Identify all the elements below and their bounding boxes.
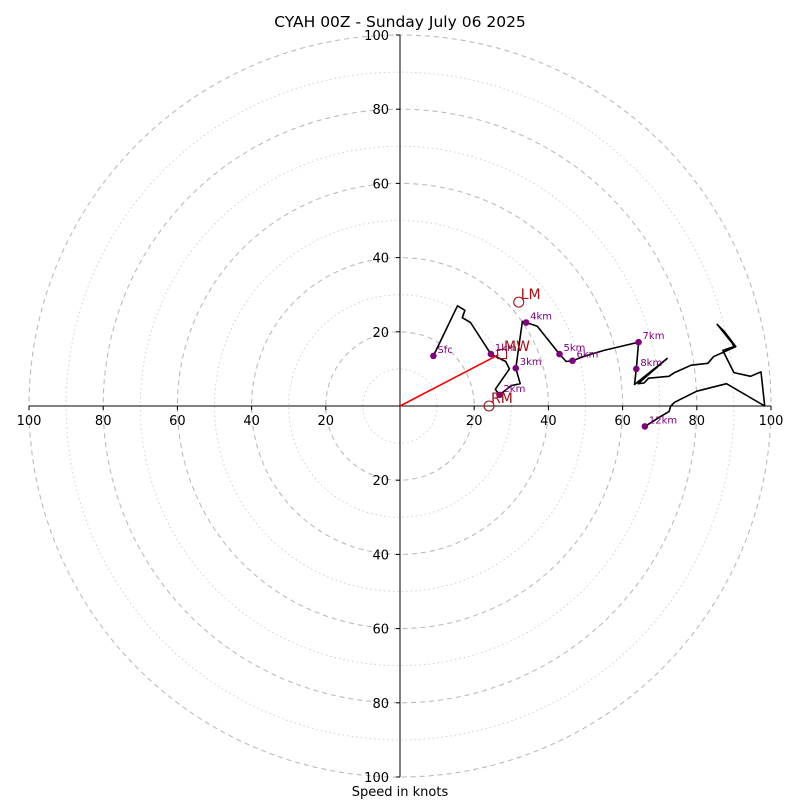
tick-label-bottom: 80 — [372, 697, 389, 712]
shear-vector-line — [399, 354, 499, 407]
motion-marker-square — [496, 349, 508, 360]
tick-label-left: 100 — [17, 414, 42, 429]
height-marker-dot — [635, 338, 642, 346]
tick-label-top: 100 — [364, 29, 389, 44]
shear-vector — [399, 354, 499, 407]
height-marker-dot — [569, 357, 576, 365]
tick-label-right: 20 — [466, 414, 483, 429]
motion-marker-label: RM — [491, 391, 513, 407]
tick-label-bottom: 60 — [372, 623, 389, 638]
tick-label-left: 20 — [318, 414, 335, 429]
height-marker-dot — [556, 350, 563, 358]
height-marker-label: 8km — [640, 358, 662, 369]
tick-labels: 100 20 20 20 80 40 40 40 60 60 60 60 40 80 80 80 20 100 10… — [17, 29, 784, 786]
height-marker-dot — [641, 423, 649, 430]
height-marker-label: 7km — [643, 331, 665, 342]
tick-label-top: 40 — [372, 252, 389, 267]
height-marker-dot — [430, 352, 437, 360]
tick-label-right: 60 — [614, 414, 631, 429]
height-marker-dot — [522, 319, 530, 326]
height-marker-dot — [633, 365, 640, 373]
hodograph-line — [432, 305, 766, 428]
height-marker-label: 3km — [520, 357, 542, 368]
tick-label-right: 40 — [540, 414, 557, 429]
hodograph-trace — [432, 305, 766, 428]
height-marker-dot — [487, 350, 495, 358]
motion-marker-circle — [513, 296, 525, 308]
tick-label-left: 80 — [95, 414, 112, 429]
height-marker-label: Sfc — [437, 345, 452, 356]
tick-label-bottom: 20 — [372, 474, 389, 489]
storm-motion-markers: LM MW RM — [483, 287, 541, 412]
tick-label-right: 100 — [759, 414, 784, 429]
height-marker-label: 4km — [530, 312, 552, 323]
height-marker-label: 5km — [564, 343, 586, 354]
tick-label-right: 80 — [689, 414, 706, 429]
height-marker-label: 1km — [495, 343, 517, 354]
height-marker-dot — [496, 391, 503, 399]
height-marker-label: 6km — [577, 350, 599, 361]
tick-label-top: 80 — [372, 103, 389, 118]
chart-title: CYAH 00Z - Sunday July 06 2025 — [274, 13, 526, 31]
height-marker-label: 2km — [503, 384, 525, 395]
tick-label-left: 40 — [243, 414, 260, 429]
tick-label-top: 20 — [372, 326, 389, 341]
height-marker-dot — [512, 364, 520, 372]
tick-label-bottom: 100 — [364, 771, 389, 786]
x-axis-label: Speed in knots — [352, 785, 449, 800]
motion-marker-label: MW — [504, 339, 530, 355]
motion-marker-label: LM — [521, 287, 541, 303]
height-marker-label: 12km — [649, 415, 677, 426]
tick-label-left: 60 — [169, 414, 186, 429]
motion-marker-circle — [483, 400, 495, 412]
tick-label-top: 60 — [372, 177, 389, 192]
tick-label-bottom: 40 — [372, 548, 389, 563]
